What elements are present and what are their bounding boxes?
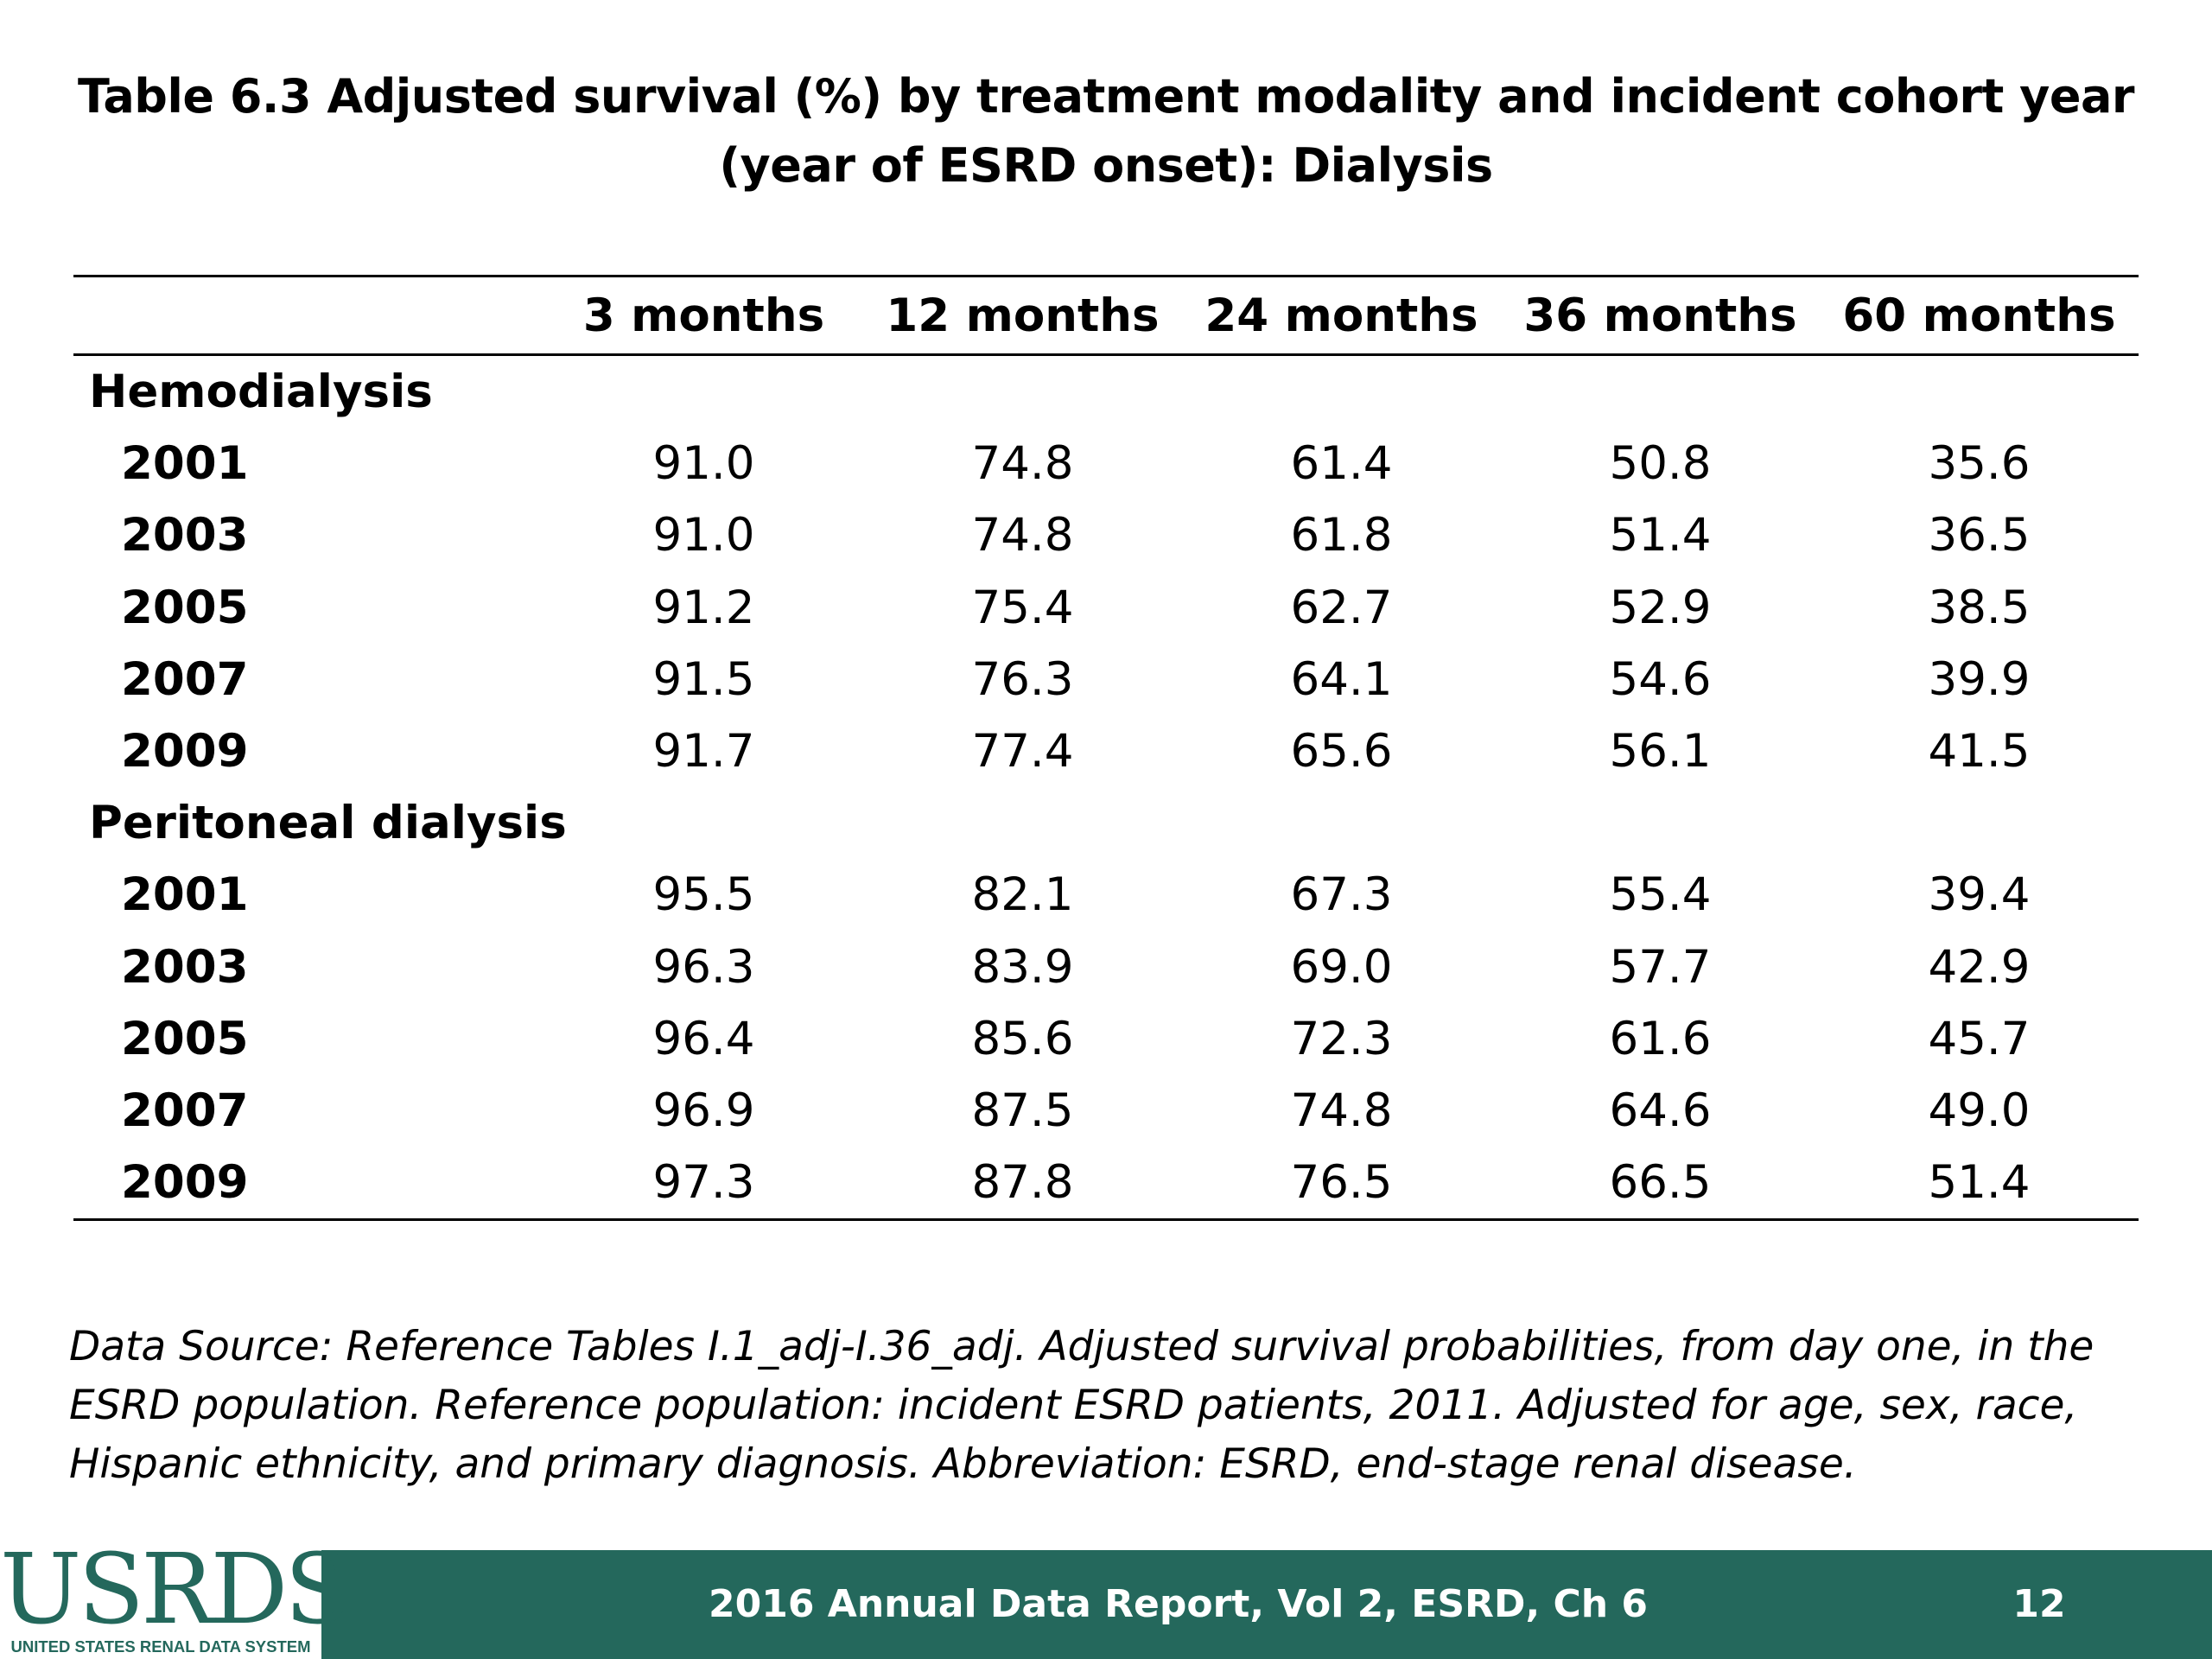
- cohort-year: 2001: [121, 437, 249, 491]
- group-row: Hemodialysis: [73, 355, 2139, 429]
- survival-value: 74.8: [971, 509, 1074, 563]
- page-number: 12: [2012, 1582, 2066, 1626]
- table-row: 2007 96.9 87.5 74.8 64.6 49.0: [73, 1075, 2139, 1147]
- survival-value: 96.9: [652, 1084, 755, 1137]
- cohort-year: 2007: [121, 652, 249, 706]
- survival-value: 36.5: [1928, 509, 2031, 563]
- survival-value: 64.1: [1290, 652, 1393, 706]
- survival-value: 51.4: [1928, 1156, 2031, 1210]
- cohort-year: 2009: [121, 1156, 249, 1210]
- survival-value: 96.3: [652, 940, 755, 994]
- cohort-year: 2003: [121, 509, 249, 563]
- table-row: 2009 97.3 87.8 76.5 66.5 51.4: [73, 1147, 2139, 1220]
- table-title: Table 6.3 Adjusted survival (%) by treat…: [77, 69, 2135, 193]
- survival-value: 35.6: [1928, 437, 2031, 491]
- cohort-year: 2003: [121, 940, 249, 994]
- table-row: 2003 96.3 83.9 69.0 57.7 42.9: [73, 931, 2139, 1003]
- usrds-logo: USRDS UNITED STATES RENAL DATA SYSTEM: [0, 1534, 351, 1659]
- survival-value: 61.4: [1290, 437, 1393, 491]
- survival-value: 77.4: [971, 725, 1074, 779]
- survival-value: 67.3: [1290, 868, 1393, 922]
- table-row: 2003 91.0 74.8 61.8 51.4 36.5: [73, 499, 2139, 571]
- cohort-year: 2005: [121, 1012, 249, 1065]
- table-body: Hemodialysis 2001 91.0 74.8 61.4 50.8 35.6 2003…: [73, 355, 2139, 1220]
- cohort-year: 2009: [121, 725, 249, 779]
- table-row: 2001 95.5 82.1 67.3 55.4 39.4: [73, 859, 2139, 931]
- survival-value: 72.3: [1290, 1012, 1393, 1065]
- table-header-row: 3 months 12 months 24 months 36 months 6…: [73, 276, 2139, 355]
- group-row: Peritoneal dialysis: [73, 787, 2139, 859]
- survival-value: 96.4: [652, 1012, 755, 1065]
- report-label: 2016 Annual Data Report, Vol 2, ESRD, Ch…: [709, 1582, 1649, 1626]
- survival-value: 50.8: [1609, 437, 1712, 491]
- survival-value: 62.7: [1290, 581, 1393, 634]
- column-header-24-months: 24 months: [1205, 289, 1478, 342]
- survival-value: 41.5: [1928, 725, 2031, 779]
- survival-value: 52.9: [1609, 581, 1712, 634]
- logo-subtitle: UNITED STATES RENAL DATA SYSTEM: [10, 1637, 311, 1656]
- table-row: 2005 91.2 75.4 62.7 52.9 38.5: [73, 572, 2139, 644]
- column-header-3-months: 3 months: [582, 289, 825, 342]
- survival-value: 87.8: [971, 1156, 1074, 1210]
- survival-value: 38.5: [1928, 581, 2031, 634]
- survival-value: 75.4: [971, 581, 1074, 634]
- survival-value: 61.6: [1609, 1012, 1712, 1065]
- survival-value: 91.0: [652, 437, 755, 491]
- survival-value: 57.7: [1609, 940, 1712, 994]
- survival-value: 95.5: [652, 868, 755, 922]
- cohort-year: 2005: [121, 581, 249, 634]
- survival-value: 64.6: [1609, 1084, 1712, 1137]
- group-label: Hemodialysis: [89, 365, 433, 419]
- survival-value: 61.8: [1290, 509, 1393, 563]
- data-source-footnote: Data Source: Reference Tables I.1_adj-I.…: [69, 1323, 2094, 1488]
- survival-value: 65.6: [1290, 725, 1393, 779]
- group-label: Peritoneal dialysis: [89, 797, 567, 850]
- survival-value: 91.0: [652, 509, 755, 563]
- survival-value: 83.9: [971, 940, 1074, 994]
- survival-value: 87.5: [971, 1084, 1074, 1137]
- survival-value: 76.3: [971, 652, 1074, 706]
- survival-value: 39.9: [1928, 652, 2031, 706]
- column-header-label: [73, 276, 544, 355]
- table-row: 2005 96.4 85.6 72.3 61.6 45.7: [73, 1003, 2139, 1075]
- survival-value: 55.4: [1609, 868, 1712, 922]
- table-row: 2007 91.5 76.3 64.1 54.6 39.9: [73, 644, 2139, 715]
- survival-value: 97.3: [652, 1156, 755, 1210]
- survival-value: 51.4: [1609, 509, 1712, 563]
- table-row: 2009 91.7 77.4 65.6 56.1 41.5: [73, 715, 2139, 787]
- cohort-year: 2007: [121, 1084, 249, 1137]
- survival-value: 76.5: [1290, 1156, 1393, 1210]
- table-row: 2001 91.0 74.8 61.4 50.8 35.6: [73, 428, 2139, 499]
- survival-value: 74.8: [1290, 1084, 1393, 1137]
- cohort-year: 2001: [121, 868, 249, 922]
- survival-value: 56.1: [1609, 725, 1712, 779]
- survival-value: 91.2: [652, 581, 755, 634]
- logo-wordmark: USRDS: [0, 1534, 351, 1646]
- survival-value: 91.5: [652, 652, 755, 706]
- survival-value: 54.6: [1609, 652, 1712, 706]
- survival-value: 69.0: [1290, 940, 1393, 994]
- survival-value: 66.5: [1609, 1156, 1712, 1210]
- column-header-36-months: 36 months: [1523, 289, 1797, 342]
- survival-value: 39.4: [1928, 868, 2031, 922]
- survival-value: 42.9: [1928, 940, 2031, 994]
- survival-value: 49.0: [1928, 1084, 2031, 1137]
- survival-value: 85.6: [971, 1012, 1074, 1065]
- survival-value: 45.7: [1928, 1012, 2031, 1065]
- survival-table-container: 3 months 12 months 24 months 36 months 6…: [73, 275, 2139, 1221]
- column-header-60-months: 60 months: [1842, 289, 2116, 342]
- survival-value: 82.1: [971, 868, 1074, 922]
- survival-value: 91.7: [652, 725, 755, 779]
- column-header-12-months: 12 months: [886, 289, 1160, 342]
- survival-table: 3 months 12 months 24 months 36 months 6…: [73, 275, 2139, 1221]
- survival-value: 74.8: [971, 437, 1074, 491]
- footer-bar: [0, 1550, 2212, 1659]
